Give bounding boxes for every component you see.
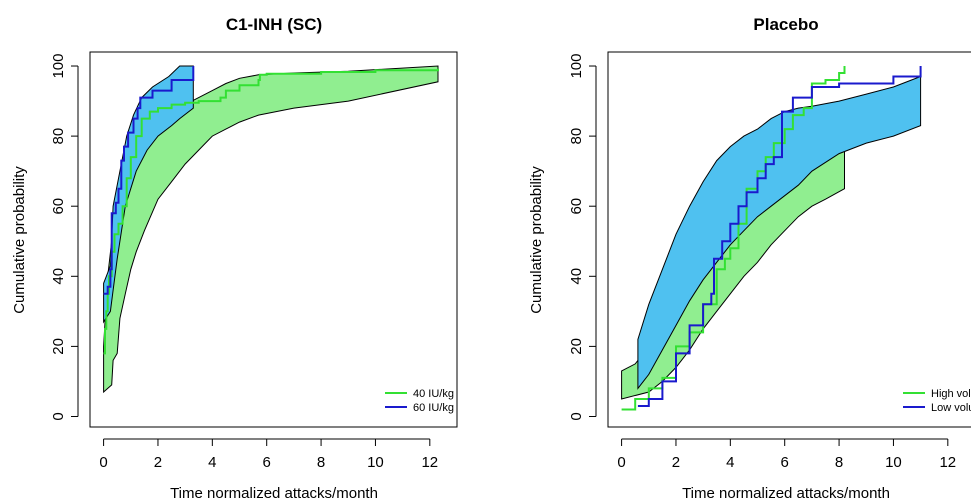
legend-label: Low volume (931, 402, 971, 414)
x-tick-label: 4 (726, 454, 734, 471)
y-tick-label: 100 (568, 54, 585, 79)
series-line-2 (637, 66, 922, 407)
x-tick-label: 2 (672, 454, 680, 471)
legend-label: High volume (931, 388, 971, 400)
y-axis-label: Cumulative probability (528, 166, 545, 314)
x-tick-label: 12 (421, 454, 438, 471)
y-tick-label: 20 (568, 338, 585, 355)
confidence-band-2 (637, 75, 922, 390)
y-tick-label: 80 (50, 128, 67, 145)
y-tick-label: 60 (568, 198, 585, 215)
legend-label: 60 IU/kg (413, 402, 454, 414)
x-axis-label: Time normalized attacks/month (170, 485, 378, 502)
x-tick-label: 8 (317, 454, 325, 471)
y-tick-label: 0 (50, 412, 67, 420)
panel-c1-inh: C1-INH (SC) Time normalized attacks/mont… (11, 15, 458, 502)
y-tick-label: 100 (50, 54, 67, 79)
series-line-2 (103, 66, 195, 295)
y-axis-label: Cumulative probability (11, 166, 28, 314)
plot-frame (89, 51, 458, 428)
legend-label: 40 IU/kg (413, 388, 454, 400)
y-tick-label: 40 (568, 268, 585, 285)
plot-frame (607, 51, 971, 428)
y-tick-label: 60 (50, 198, 67, 215)
x-tick-label: 12 (939, 454, 956, 471)
x-tick-label: 8 (835, 454, 843, 471)
y-tick-label: 80 (568, 128, 585, 145)
panel-placebo: Placebo Time normalized attacks/month Cu… (528, 15, 971, 502)
x-tick-label: 6 (263, 454, 271, 471)
y-tick-label: 40 (50, 268, 67, 285)
x-tick-label: 10 (367, 454, 384, 471)
chart-title: C1-INH (SC) (226, 15, 322, 34)
x-tick-label: 10 (885, 454, 902, 471)
x-tick-label: 2 (154, 454, 162, 471)
y-tick-label: 0 (568, 412, 585, 420)
x-tick-label: 4 (208, 454, 216, 471)
x-axis-label: Time normalized attacks/month (682, 485, 890, 502)
x-tick-label: 0 (617, 454, 625, 471)
x-tick-label: 6 (781, 454, 789, 471)
y-tick-label: 20 (50, 338, 67, 355)
x-tick-label: 0 (99, 454, 107, 471)
chart-title: Placebo (753, 15, 818, 34)
